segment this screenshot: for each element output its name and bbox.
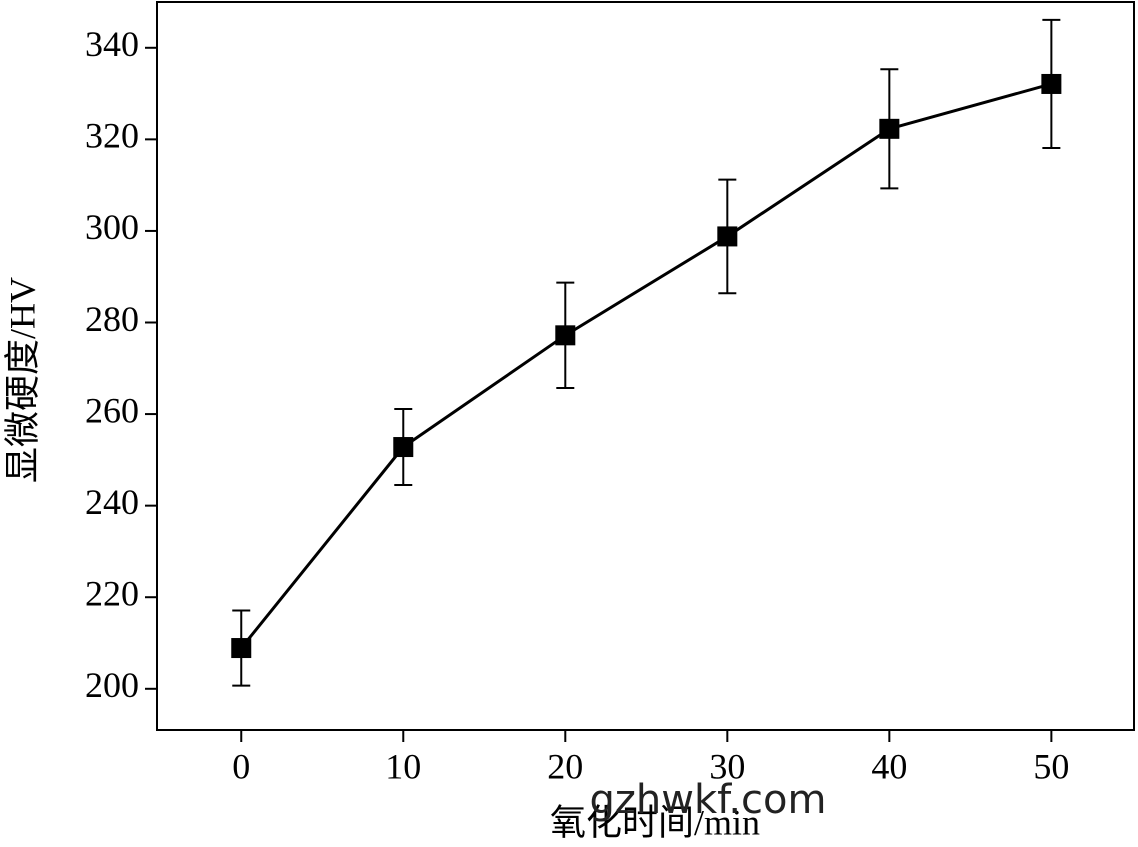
y-tick-label: 200 bbox=[85, 665, 139, 705]
y-axis-label: 显微硬度/HV bbox=[2, 277, 42, 483]
y-tick-label: 280 bbox=[85, 299, 139, 339]
plot-frame bbox=[156, 1, 1135, 731]
x-tick-label: 10 bbox=[385, 746, 421, 786]
x-tick-label: 50 bbox=[1033, 746, 1069, 786]
y-tick-label: 320 bbox=[85, 116, 139, 156]
marker bbox=[393, 437, 414, 458]
y-tick-label: 340 bbox=[85, 24, 139, 64]
marker bbox=[1041, 73, 1062, 94]
marker bbox=[231, 638, 252, 659]
marker bbox=[555, 325, 576, 346]
data-line bbox=[240, 82, 1052, 649]
marker bbox=[879, 118, 900, 139]
x-tick-label: 0 bbox=[232, 746, 250, 786]
x-tick-label: 40 bbox=[871, 746, 907, 786]
y-tick-label: 240 bbox=[85, 482, 139, 522]
y-tick-label: 300 bbox=[85, 207, 139, 247]
y-tick-label: 260 bbox=[85, 390, 139, 430]
x-tick-label: 20 bbox=[547, 746, 583, 786]
x-axis-label: 氧化时间/min bbox=[550, 802, 760, 842]
y-tick-label: 220 bbox=[85, 573, 139, 613]
x-tick-label: 30 bbox=[709, 746, 745, 786]
watermark: gzhwkf.com bbox=[590, 777, 827, 823]
marker bbox=[717, 226, 738, 247]
